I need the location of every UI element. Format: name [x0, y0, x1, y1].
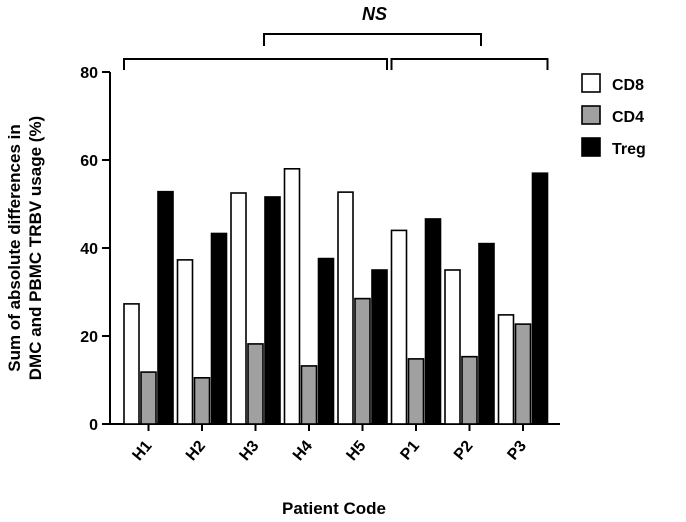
bar-treg-p1 — [424, 218, 442, 425]
x-axis: H1 H2 H3 H4 H5 P1 P2 P3 — [110, 423, 560, 465]
y-axis-title-line-1: Sum of absolute differences in — [5, 124, 24, 372]
legend-label-cd8: CD8 — [612, 77, 644, 94]
bracket-p1-p3 — [390, 58, 549, 70]
x-axis-title: Patient Code — [282, 499, 386, 518]
legend-swatch-treg — [581, 137, 601, 157]
legend-swatch-cd8 — [581, 73, 601, 93]
x-tick-label-h5: H5 — [343, 438, 369, 465]
bar-cd8-p2 — [444, 269, 461, 425]
y-tick-label: 20 — [80, 329, 98, 346]
significance-label: NS — [362, 4, 387, 24]
x-tick-label-h3: H3 — [236, 438, 262, 465]
bar-treg-h4 — [317, 257, 335, 425]
bar-cd4-p2 — [461, 355, 478, 425]
bar-cd4-p3 — [514, 323, 532, 425]
x-tick-label-h1: H1 — [129, 438, 155, 465]
y-tick-label: 0 — [89, 417, 98, 434]
significance-brackets: NS — [123, 4, 549, 70]
bar-cd4-h1 — [140, 371, 157, 425]
y-axis: 0 20 40 60 80 — [80, 65, 111, 434]
x-tick-label-p2: P2 — [451, 438, 477, 464]
bar-cd4-p1 — [407, 358, 425, 425]
bar-cd4-h5 — [354, 297, 371, 425]
x-tick-label-h4: H4 — [290, 438, 316, 465]
x-tick-label-h2: H2 — [183, 438, 209, 465]
bar-treg-p2 — [478, 242, 495, 425]
y-axis-title: Sum of absolute differences in DMC and PB… — [5, 116, 45, 380]
y-tick-label: 60 — [80, 153, 98, 170]
bar-cd8-h3 — [230, 192, 247, 425]
bar-cd8-h5 — [337, 191, 354, 425]
legend: CD8 CD4 Treg — [581, 73, 646, 158]
bar-cd8-h1 — [123, 303, 140, 425]
legend-label-cd4: CD4 — [612, 109, 644, 126]
bar-treg-h5 — [371, 269, 388, 425]
legend-label-treg: Treg — [612, 141, 646, 158]
bar-cd8-h4 — [283, 168, 301, 425]
x-tick-label-p3: P3 — [504, 438, 530, 464]
bar-cd8-p1 — [390, 229, 408, 425]
y-tick-label: 80 — [80, 65, 98, 82]
y-tick-label: 40 — [80, 241, 98, 258]
bracket-h1-h5 — [123, 58, 388, 70]
bracket-h3-p2 — [263, 33, 482, 46]
bar-treg-h1 — [157, 190, 174, 425]
bar-cd8-p3 — [497, 314, 515, 425]
bar-treg-h2 — [210, 232, 228, 425]
bar-treg-p3 — [531, 172, 549, 425]
bar-cd8-h2 — [176, 259, 194, 425]
bar-cd4-h4 — [300, 365, 318, 425]
bars — [123, 168, 549, 425]
legend-swatch-cd4 — [581, 105, 601, 125]
x-tick-label-p1: P1 — [397, 438, 423, 464]
bar-treg-h3 — [264, 196, 281, 425]
bar-cd4-h2 — [193, 376, 211, 425]
bar-cd4-h3 — [247, 343, 264, 425]
y-axis-title-line-2: DMC and PBMC TRBV usage (%) — [26, 116, 45, 380]
